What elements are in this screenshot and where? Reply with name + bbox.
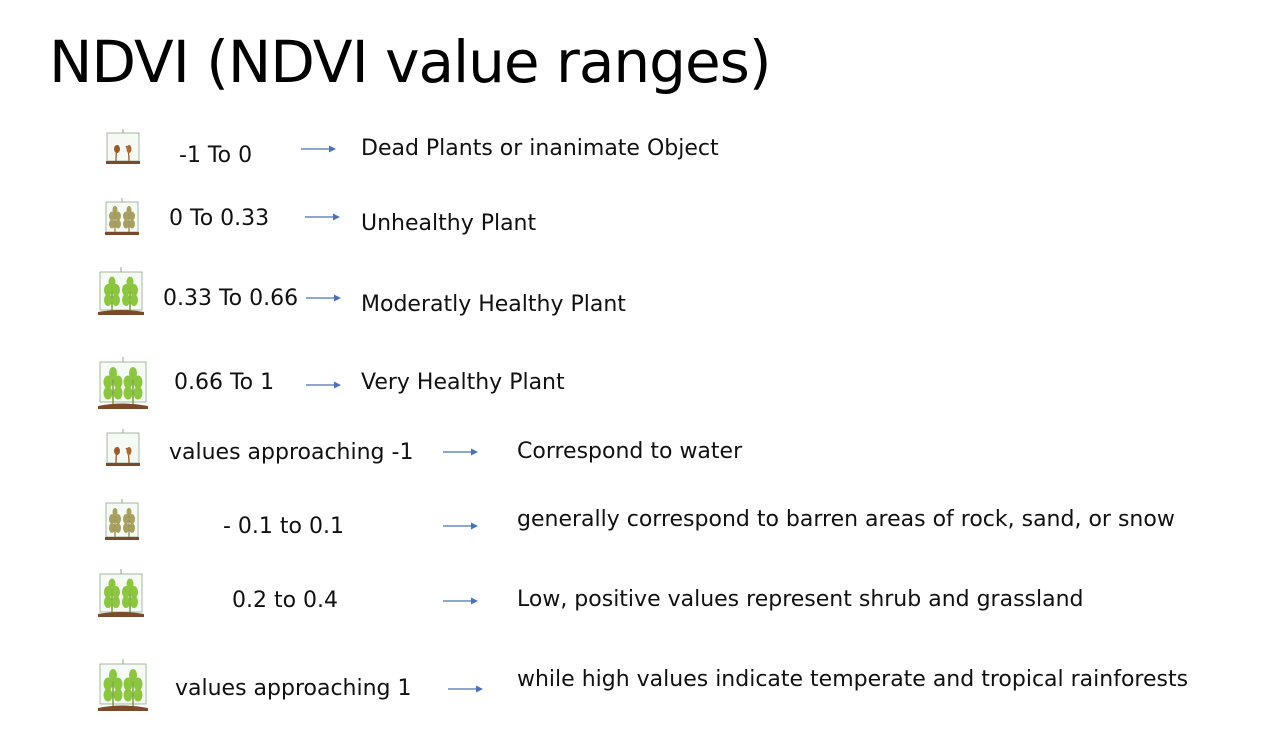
dead-plant-icon — [104, 428, 142, 473]
description-label: while high values indicate temperate and… — [517, 667, 1189, 692]
range-label: values approaching 1 — [175, 676, 412, 701]
range-label: 0.33 To 0.66 — [163, 286, 299, 311]
description-label: Correspond to water — [517, 439, 743, 464]
arrow-icon — [448, 685, 483, 693]
description-label: Unhealthy Plant — [361, 211, 537, 236]
arrow-icon — [443, 448, 478, 456]
arrow-icon — [306, 381, 341, 389]
range-label: 0.66 To 1 — [174, 370, 275, 395]
healthy-plant-icon — [97, 266, 145, 321]
description-label: Moderatly Healthy Plant — [361, 292, 626, 317]
description-label: generally correspond to barren areas of … — [517, 507, 1175, 532]
range-label: - 0.1 to 0.1 — [223, 514, 344, 539]
page-title: NDVI (NDVI value ranges) — [49, 28, 771, 96]
arrow-icon — [305, 213, 340, 221]
range-label: -1 To 0 — [179, 143, 253, 168]
description-label: Dead Plants or inanimate Object — [361, 136, 719, 161]
healthy-plant-icon — [97, 568, 145, 623]
arrow-icon — [443, 597, 478, 605]
range-label: 0.2 to 0.4 — [232, 588, 339, 613]
dead-plant-icon — [104, 128, 142, 171]
unhealthy-plant-icon — [103, 498, 141, 547]
healthy-plant-icon — [97, 356, 149, 415]
range-label: 0 To 0.33 — [169, 206, 270, 231]
unhealthy-plant-icon — [103, 197, 141, 242]
range-label: values approaching -1 — [169, 440, 414, 465]
arrow-icon — [301, 145, 336, 153]
arrow-icon — [306, 294, 341, 302]
healthy-plant-icon — [97, 658, 149, 717]
arrow-icon — [443, 522, 478, 530]
description-label: Very Healthy Plant — [361, 370, 565, 395]
description-label: Low, positive values represent shrub and… — [517, 587, 1084, 612]
